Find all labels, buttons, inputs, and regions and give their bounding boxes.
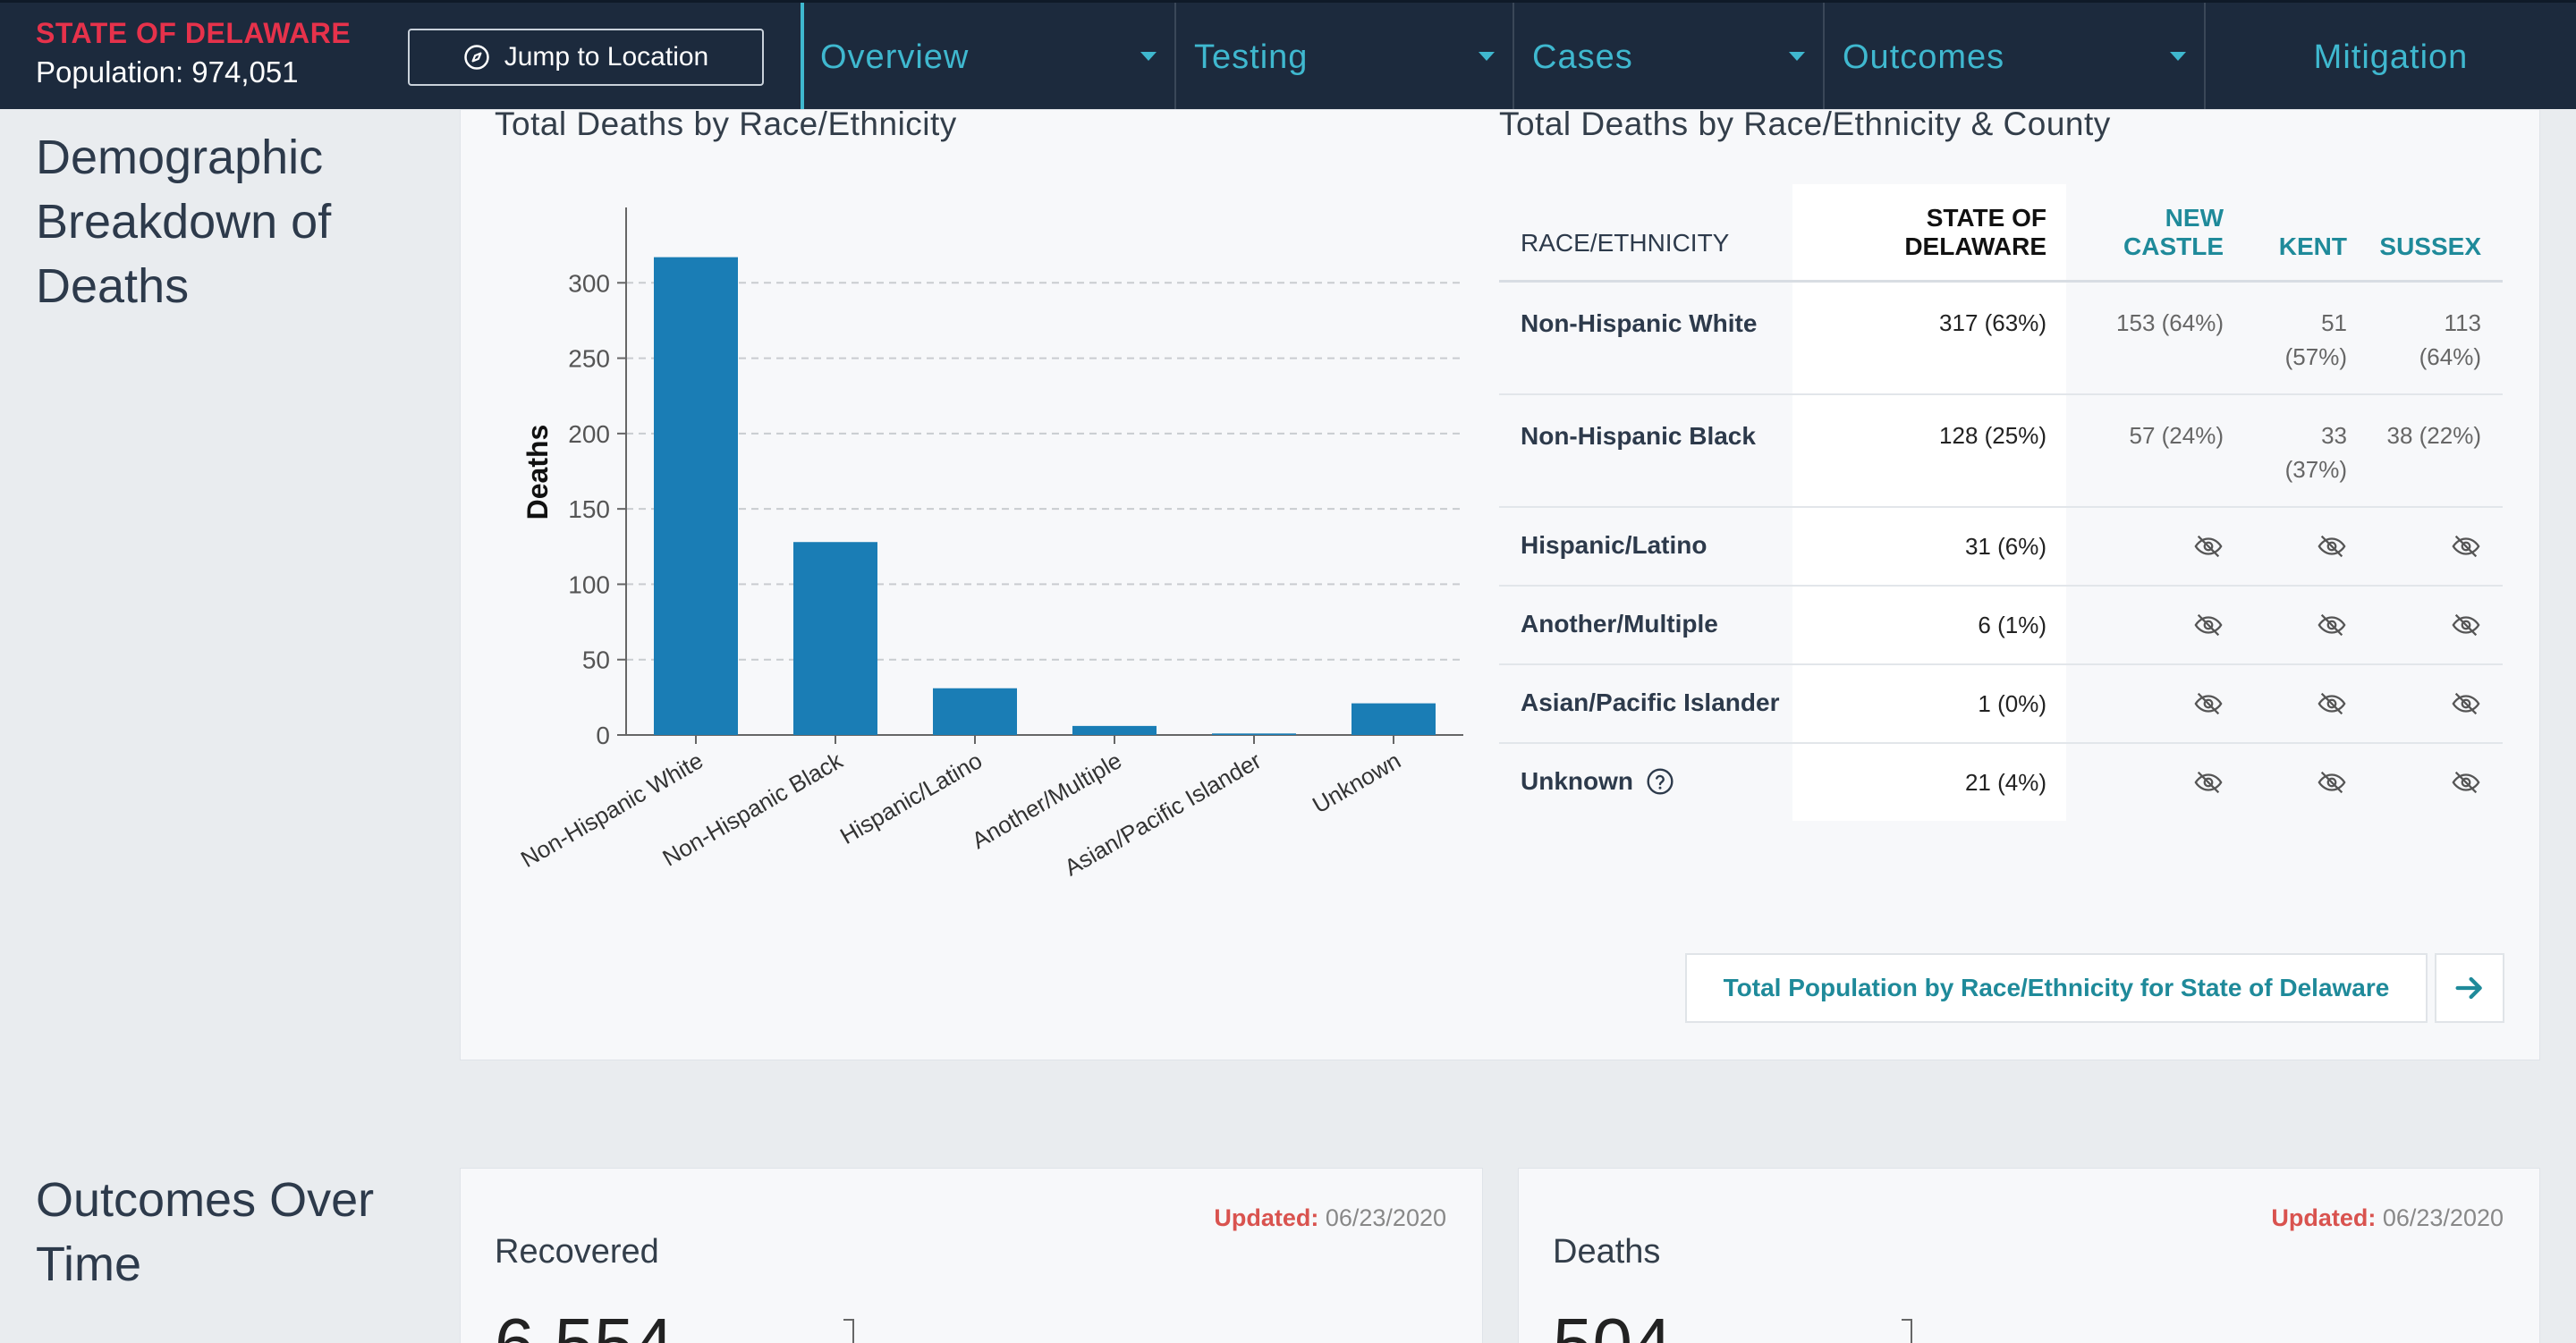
nav-overview-label: Overview: [820, 38, 970, 76]
table-title: Total Deaths by Race/Ethnicity & County: [1499, 106, 2111, 142]
nav-mitigation-label: Mitigation: [2313, 38, 2469, 76]
chart-axis-stub: [1902, 1319, 1912, 1343]
state-value: 1 (0%): [1978, 690, 2046, 717]
population-by-race-link[interactable]: Total Population by Race/Ethnicity for S…: [1685, 953, 2428, 1023]
row-label: Non-Hispanic Black: [1521, 422, 1756, 450]
nav-testing-label: Testing: [1194, 38, 1309, 76]
compass-icon: [464, 45, 489, 70]
top-nav-bar: STATE OF DELAWARE Population: 974,051 Ju…: [0, 0, 2576, 112]
new-castle-value: 57 (24%): [2129, 422, 2224, 449]
eye-slash-icon: [2452, 535, 2480, 558]
kent-value: 51 (57%): [2285, 306, 2347, 374]
state-value: 21 (4%): [1964, 769, 2046, 796]
nav-outcomes-label: Outcomes: [1843, 38, 2005, 76]
header-nc-line1: NEW: [2165, 204, 2224, 232]
row-label-unknown: Unknown: [1521, 767, 1674, 796]
sussex-value-pct: (64%): [2419, 343, 2481, 370]
row-label: Asian/Pacific Islander: [1521, 688, 1780, 716]
chart-title: Total Deaths by Race/Ethnicity: [495, 106, 957, 142]
deaths-card: Updated: 06/23/2020 Deaths 504: [1518, 1168, 2540, 1343]
kent-value-pct: (57%): [2284, 343, 2347, 370]
jump-button-label: Jump to Location: [504, 42, 709, 72]
nav-overview[interactable]: Overview: [802, 3, 1174, 112]
kent-value: 33 (37%): [2285, 418, 2347, 486]
recovered-title: Recovered: [495, 1233, 659, 1271]
table-row: Another/Multiple 6 (1%): [1499, 587, 2503, 665]
question-circle-icon[interactable]: [1646, 767, 1674, 796]
row-label: Another/Multiple: [1521, 610, 1718, 638]
recovered-updated: Updated: 06/23/2020: [1214, 1204, 1446, 1232]
deaths-title: Deaths: [1553, 1233, 1661, 1271]
nav-outcomes[interactable]: Outcomes: [1823, 3, 2204, 112]
updated-label: Updated:: [1214, 1204, 1319, 1231]
table-row: Non-Hispanic White 317 (63%) 153 (64%) 5…: [1499, 283, 2503, 395]
chevron-down-icon: [2170, 52, 2186, 61]
eye-slash-icon: [2452, 692, 2480, 715]
state-value: 317 (63%): [1939, 309, 2046, 336]
jump-to-location-button[interactable]: Jump to Location: [408, 29, 764, 86]
row-label: Unknown: [1521, 767, 1633, 795]
state-value: 31 (6%): [1964, 533, 2046, 560]
kent-value-pct: (37%): [2284, 456, 2347, 483]
eye-slash-icon: [2194, 613, 2223, 637]
table-row: Asian/Pacific Islander 1 (0%): [1499, 665, 2503, 744]
sussex-value-count: 113: [2444, 309, 2481, 336]
population-link-arrow-button[interactable]: [2435, 953, 2504, 1023]
state-column-highlight: [1792, 184, 2066, 821]
eye-slash-icon: [2194, 771, 2223, 794]
population-text: Population: 974,051: [36, 55, 299, 89]
eye-slash-icon: [2452, 613, 2480, 637]
recovered-card: Updated: 06/23/2020 Recovered 6,554: [460, 1168, 1483, 1343]
eye-slash-icon: [2194, 692, 2223, 715]
updated-date: 06/23/2020: [1325, 1204, 1446, 1231]
eye-slash-icon: [2318, 613, 2346, 637]
new-castle-value: 153 (64%): [2116, 309, 2224, 336]
table-row: Hispanic/Latino 31 (6%): [1499, 508, 2503, 587]
recovered-value: 6,554: [495, 1303, 674, 1343]
deaths-value: 504: [1553, 1303, 1672, 1343]
arrow-right-icon: [2455, 976, 2482, 1000]
eye-slash-icon: [2318, 535, 2346, 558]
sussex-value: 113 (64%): [2419, 306, 2481, 374]
updated-date: 06/23/2020: [2382, 1204, 2504, 1231]
header-state-line2: DELAWARE: [1904, 232, 2046, 260]
kent-value-count: 33: [2321, 422, 2347, 449]
kent-value-count: 51: [2321, 309, 2347, 336]
chevron-down-icon: [1479, 52, 1495, 61]
header-nc-line2: CASTLE: [2123, 232, 2224, 260]
table-row: Unknown 21 (4%): [1499, 744, 2503, 823]
section-title-outcomes: Outcomes Over Time: [36, 1173, 375, 1291]
state-name[interactable]: STATE OF DELAWARE: [36, 17, 352, 49]
nav-active-indicator: [801, 3, 804, 112]
eye-slash-icon: [2452, 771, 2480, 794]
state-value: 6 (1%): [1978, 612, 2046, 638]
header-new-castle[interactable]: NEW CASTLE: [2123, 204, 2224, 261]
nav-cases[interactable]: Cases: [1513, 3, 1823, 112]
header-sussex[interactable]: SUSSEX: [2379, 232, 2481, 260]
table-header: RACE/ETHNICITY STATE OF DELAWARE NEW CAS…: [1499, 184, 2503, 283]
row-label: Non-Hispanic White: [1521, 309, 1758, 337]
eye-slash-icon: [2194, 535, 2223, 558]
nav-mitigation[interactable]: Mitigation: [2204, 3, 2576, 112]
header-kent[interactable]: KENT: [2278, 232, 2347, 260]
chart-axis-stub: [843, 1319, 854, 1343]
sussex-value: 38 (22%): [2386, 422, 2482, 449]
eye-slash-icon: [2318, 771, 2346, 794]
chevron-down-icon: [1789, 52, 1805, 61]
nav-cases-label: Cases: [1532, 38, 1633, 76]
deaths-updated: Updated: 06/23/2020: [2271, 1204, 2504, 1232]
nav-testing[interactable]: Testing: [1174, 3, 1513, 112]
row-label: Hispanic/Latino: [1521, 531, 1707, 559]
header-race: RACE/ETHNICITY: [1521, 229, 1730, 257]
brand-block: STATE OF DELAWARE Population: 974,051: [36, 17, 351, 89]
chevron-down-icon: [1140, 52, 1157, 61]
header-state[interactable]: STATE OF DELAWARE: [1904, 204, 2046, 261]
state-value: 128 (25%): [1939, 422, 2046, 449]
table-row: Non-Hispanic Black 128 (25%) 57 (24%) 33…: [1499, 395, 2503, 508]
eye-slash-icon: [2318, 692, 2346, 715]
section-title-demographic: Demographic Breakdown of Deaths: [36, 131, 332, 313]
updated-label: Updated:: [2271, 1204, 2377, 1231]
header-state-line1: STATE OF: [1926, 204, 2046, 232]
